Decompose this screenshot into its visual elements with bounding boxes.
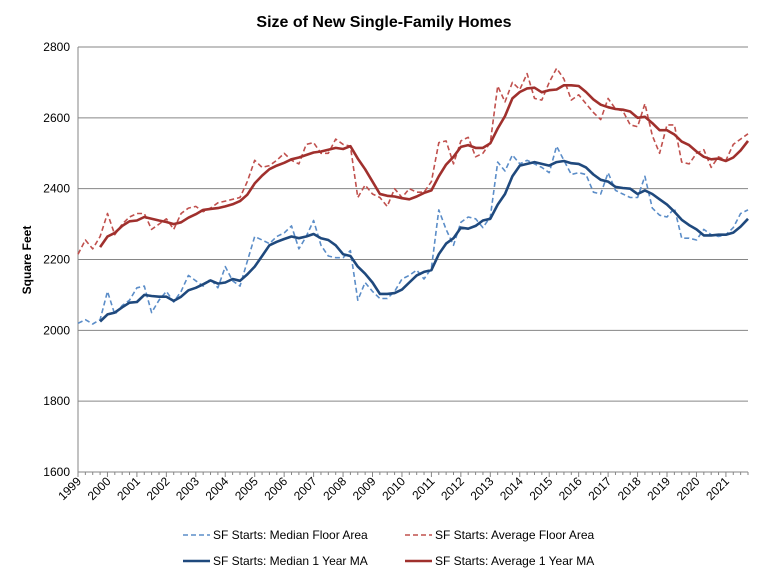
series-line-4 xyxy=(99,84,750,248)
x-tick-label: 2016 xyxy=(556,474,585,503)
x-tick-label: 2020 xyxy=(674,474,703,503)
y-tick-label: 1600 xyxy=(43,465,70,479)
y-tick-label: 2600 xyxy=(43,111,70,125)
legend: SF Starts: Median Floor Area SF Starts: A… xyxy=(183,528,595,568)
y-tick-label: 1800 xyxy=(43,394,70,408)
x-tick-label: 2005 xyxy=(232,474,261,503)
x-tick-label: 2019 xyxy=(644,474,673,503)
series-lines xyxy=(77,67,750,325)
y-tick-label: 2400 xyxy=(43,182,70,196)
x-tick-label: 2008 xyxy=(320,474,349,503)
x-tick-label: 2017 xyxy=(585,474,614,503)
x-tick-label: 2011 xyxy=(409,474,437,502)
legend-label: SF Starts: Median Floor Area xyxy=(213,528,368,542)
x-tick-label: 2000 xyxy=(85,474,114,503)
x-tick-label: 2006 xyxy=(261,474,290,503)
x-tick-label: 2009 xyxy=(350,474,379,503)
x-tick-label: 2010 xyxy=(379,474,408,503)
y-tick-label: 2000 xyxy=(43,323,70,337)
x-tick-label: 2007 xyxy=(291,474,320,503)
legend-label: SF Starts: Average Floor Area xyxy=(435,528,595,542)
series-line-1 xyxy=(77,145,749,325)
series-line-2 xyxy=(77,67,749,255)
x-tick-label: 2021 xyxy=(703,474,732,503)
y-tick-label: 2800 xyxy=(43,40,70,54)
x-tick-label: 2018 xyxy=(615,474,644,503)
x-tick-label: 2001 xyxy=(114,474,143,503)
y-tick-label: 2200 xyxy=(43,253,70,267)
x-tick-label: 2014 xyxy=(497,474,526,503)
gridlines xyxy=(78,46,748,402)
x-tick-label: 2013 xyxy=(468,474,497,503)
axes xyxy=(77,47,749,477)
series-line-3 xyxy=(99,159,749,323)
x-tick-label: 2003 xyxy=(173,474,202,503)
x-tick-labels: 1999 2000 2001 2002 2003 2004 2005 2006 2007 2008… xyxy=(55,474,732,503)
y-tick-labels: 1600 1800 2000 2200 2400 2600 2800 xyxy=(43,40,70,479)
x-tick-label: 2015 xyxy=(527,474,556,503)
legend-label: SF Starts: Median 1 Year MA xyxy=(213,554,368,568)
legend-label: SF Starts: Average 1 Year MA xyxy=(435,554,594,568)
chart-title: Size of New Single-Family Homes xyxy=(256,14,511,31)
y-axis-label: Square Feet xyxy=(20,226,34,295)
x-tick-label: 2004 xyxy=(203,474,232,503)
x-tick-label: 2002 xyxy=(144,474,173,503)
x-tick-label: 2012 xyxy=(438,474,467,503)
